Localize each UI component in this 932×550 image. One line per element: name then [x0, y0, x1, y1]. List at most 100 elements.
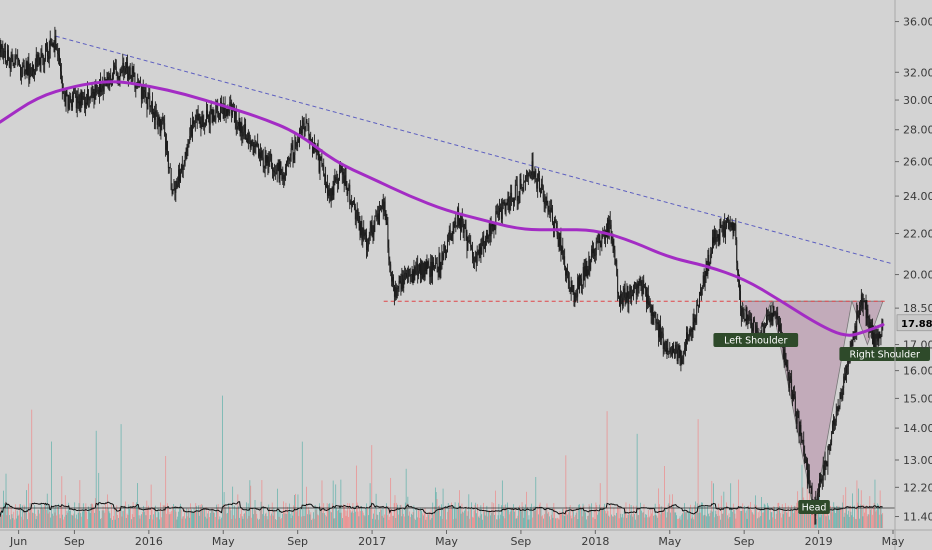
- candle-body: [53, 45, 55, 52]
- candle-body: [121, 70, 123, 73]
- volume-bar: [71, 515, 73, 528]
- candle-body: [422, 262, 424, 279]
- volume-bar: [580, 506, 581, 528]
- candle-body: [457, 208, 459, 227]
- volume-bar: [873, 502, 875, 528]
- volume-bar: [660, 506, 662, 528]
- volume-bar: [659, 514, 661, 528]
- candle-body: [685, 343, 687, 349]
- candle-body: [377, 213, 379, 220]
- volume-bar: [661, 506, 663, 528]
- volume-bar: [783, 508, 785, 528]
- volume-bar: [84, 510, 86, 528]
- volume-bar: [159, 519, 161, 528]
- volume-bar: [211, 508, 213, 528]
- volume-bar: [741, 510, 743, 528]
- volume-bar: [515, 518, 517, 528]
- volume-bar: [477, 516, 479, 528]
- volume-bar: [150, 484, 152, 528]
- candle-body: [379, 209, 380, 225]
- volume-bar: [292, 515, 294, 528]
- candle-body: [41, 53, 43, 58]
- volume-bar: [719, 515, 720, 528]
- volume-bar: [696, 511, 697, 528]
- volume-bar: [15, 518, 17, 528]
- volume-bar: [175, 511, 177, 528]
- candle-body: [279, 162, 281, 179]
- volume-bar: [367, 506, 368, 528]
- candle-body: [307, 123, 309, 126]
- candle-body: [664, 343, 666, 350]
- candle-body: [180, 164, 182, 173]
- candle-body: [861, 294, 863, 309]
- volume-bar: [835, 505, 837, 528]
- left-shoulder-label-text: Left Shoulder: [724, 336, 787, 347]
- volume-bar: [570, 515, 572, 528]
- volume-bar: [836, 506, 838, 528]
- candle-body: [331, 187, 333, 201]
- volume-bar: [693, 519, 695, 528]
- volume-bar: [524, 508, 525, 528]
- candle-body: [338, 178, 340, 184]
- candle-body: [635, 284, 637, 295]
- candle-body: [366, 234, 367, 250]
- candle-body: [703, 275, 705, 286]
- candle-body: [566, 268, 568, 272]
- candle-body: [345, 175, 347, 189]
- volume-bar: [338, 507, 340, 528]
- candle-body: [677, 349, 679, 362]
- volume-bar: [56, 515, 58, 528]
- volume-bar: [259, 509, 261, 528]
- volume-bar: [92, 504, 94, 528]
- candle-body: [687, 338, 689, 340]
- price-tick-label: 14.00: [903, 422, 932, 435]
- volume-bar: [153, 514, 155, 528]
- volume-bar: [317, 514, 319, 528]
- volume-bar: [210, 508, 212, 528]
- volume-bar: [346, 510, 348, 528]
- volume-bar: [566, 506, 568, 528]
- candle-body: [712, 237, 713, 253]
- volume-bar: [732, 503, 734, 528]
- candle-body: [868, 317, 870, 332]
- candle-body: [728, 222, 730, 229]
- candle-body: [365, 232, 367, 235]
- candle-body: [118, 77, 120, 79]
- volume-bar: [755, 495, 756, 528]
- candle-body: [205, 122, 207, 126]
- volume-bar: [429, 519, 431, 528]
- candle-body: [420, 261, 422, 275]
- volume-bar: [437, 510, 439, 528]
- candle-body: [793, 394, 795, 397]
- candle-body: [789, 376, 791, 389]
- candle-body: [806, 459, 807, 463]
- volume-bar: [347, 503, 349, 528]
- volume-bar: [519, 505, 520, 528]
- candle-body: [419, 264, 420, 272]
- volume-bar: [232, 486, 234, 528]
- candle-body: [609, 219, 611, 225]
- volume-bar: [778, 502, 780, 528]
- volume-bar: [621, 517, 623, 528]
- volume-bar: [54, 512, 56, 528]
- candle-body: [425, 261, 427, 271]
- volume-bar: [339, 512, 341, 528]
- volume-bar: [507, 502, 508, 528]
- candle-body: [396, 288, 398, 299]
- volume-bar: [34, 513, 36, 528]
- candle-body: [713, 230, 715, 243]
- candle-body: [445, 245, 447, 254]
- candle-body: [49, 38, 51, 50]
- candle-body: [134, 72, 136, 89]
- candle-body: [46, 43, 47, 47]
- volume-bar: [638, 514, 640, 528]
- volume-bar: [137, 483, 138, 528]
- volume-bar: [314, 505, 316, 528]
- volume-bar: [859, 518, 860, 528]
- candle-body: [62, 91, 64, 94]
- candle-body: [688, 330, 690, 339]
- candle-body: [810, 485, 812, 487]
- candle-body: [119, 72, 121, 78]
- candle-body: [115, 66, 117, 73]
- volume-bar: [144, 509, 146, 528]
